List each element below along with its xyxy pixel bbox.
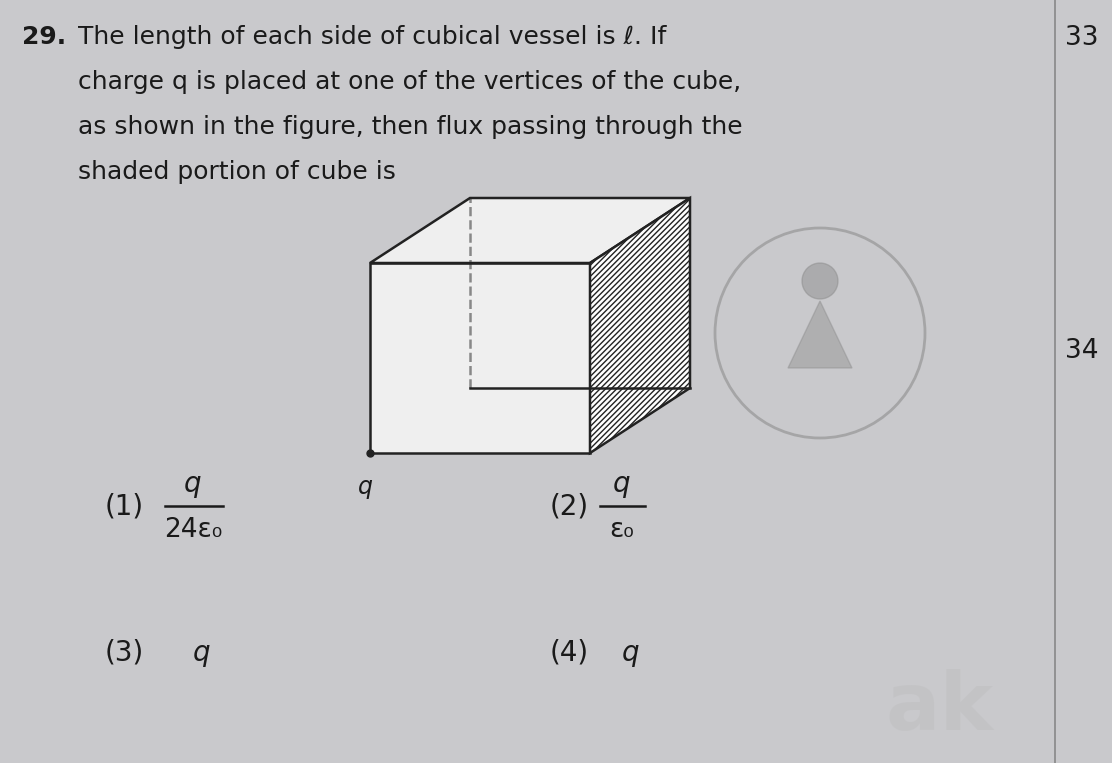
Text: (2): (2) bbox=[550, 492, 589, 520]
Text: (1): (1) bbox=[105, 492, 145, 520]
Polygon shape bbox=[370, 198, 691, 263]
Text: 29.: 29. bbox=[22, 25, 66, 49]
Text: q: q bbox=[357, 475, 373, 499]
Text: The length of each side of cubical vessel is ℓ. If: The length of each side of cubical vesse… bbox=[78, 25, 666, 49]
Text: as shown in the figure, then flux passing through the: as shown in the figure, then flux passin… bbox=[78, 115, 743, 139]
Text: 34: 34 bbox=[1065, 338, 1099, 364]
Text: q: q bbox=[622, 639, 639, 667]
Polygon shape bbox=[590, 198, 691, 453]
Text: (4): (4) bbox=[550, 639, 589, 667]
Text: ε₀: ε₀ bbox=[609, 517, 634, 543]
Text: ak: ak bbox=[886, 669, 994, 747]
Text: q: q bbox=[613, 470, 631, 498]
Text: charge q is placed at one of the vertices of the cube,: charge q is placed at one of the vertice… bbox=[78, 70, 742, 94]
Text: 24ε₀: 24ε₀ bbox=[163, 517, 222, 543]
Polygon shape bbox=[370, 263, 590, 453]
Text: shaded portion of cube is: shaded portion of cube is bbox=[78, 160, 396, 184]
Text: q: q bbox=[185, 470, 201, 498]
Text: (3): (3) bbox=[105, 639, 145, 667]
Circle shape bbox=[802, 263, 838, 299]
Text: q: q bbox=[193, 639, 210, 667]
Polygon shape bbox=[788, 301, 852, 368]
Text: 33: 33 bbox=[1065, 25, 1099, 51]
